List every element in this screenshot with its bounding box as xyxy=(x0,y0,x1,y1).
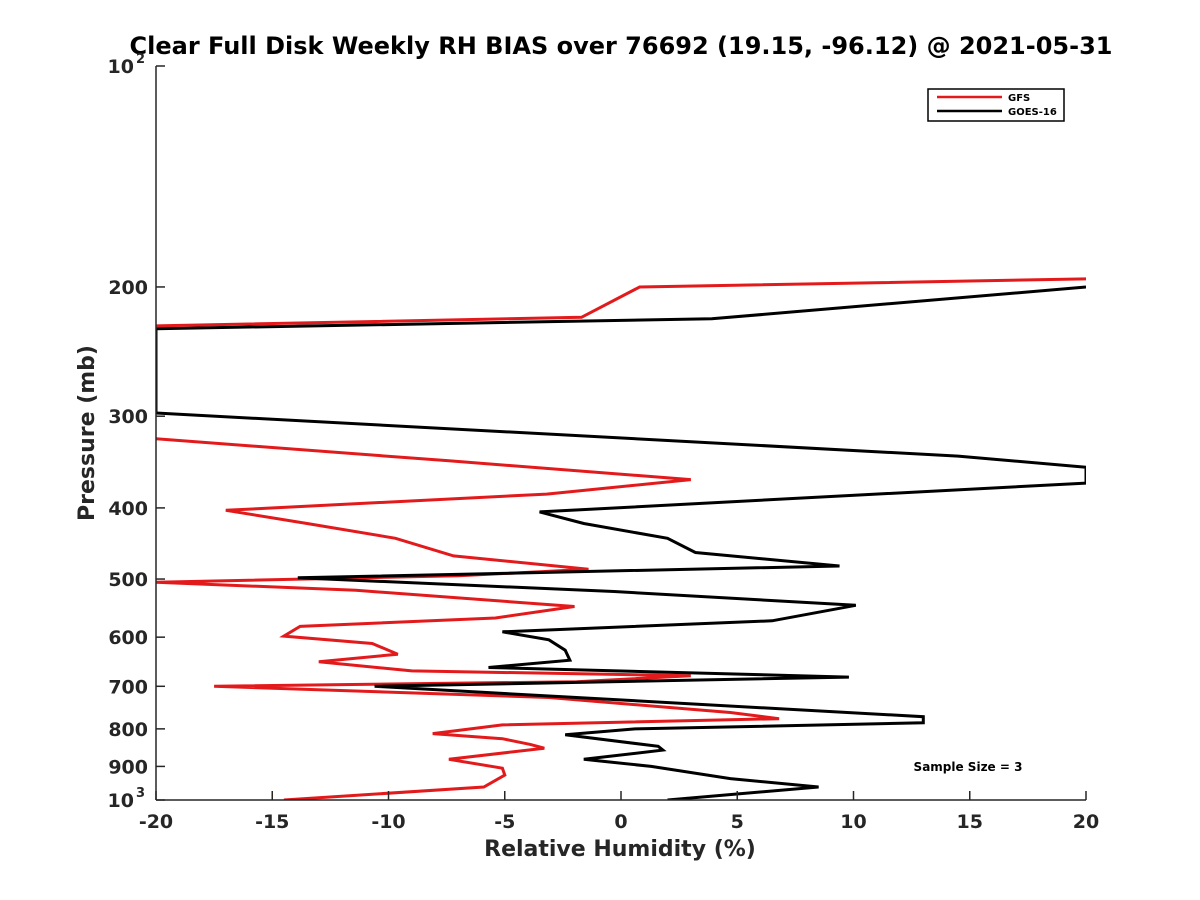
series-line-gfs xyxy=(156,437,780,800)
y-tick-label: 500 xyxy=(108,569,148,591)
y-axis-label: Pressure (mb) xyxy=(75,345,100,521)
y-tick-label: 900 xyxy=(108,756,148,778)
x-tick-label: 20 xyxy=(1073,811,1099,833)
y-tick-label: 200 xyxy=(108,277,148,299)
x-tick-label: 0 xyxy=(614,811,627,833)
x-axis-label: Relative Humidity (%) xyxy=(484,837,756,862)
y-tick-label-power: 10 2 xyxy=(108,52,146,78)
y-tick-base: 10 xyxy=(108,790,134,812)
x-tick-label: -15 xyxy=(255,811,289,833)
series-layer xyxy=(156,277,1086,800)
x-tick-label: -5 xyxy=(494,811,515,833)
y-tick-base: 10 xyxy=(108,56,134,78)
sample-size-annotation: Sample Size = 3 xyxy=(914,760,1023,774)
x-tick-label: 5 xyxy=(731,811,744,833)
y-tick-exponent: 2 xyxy=(136,52,145,67)
legend-box xyxy=(927,88,1065,122)
legend: GFS GOES-16 xyxy=(927,88,1065,122)
series-segment-goes16-0 xyxy=(156,277,1086,328)
x-tick-label: -20 xyxy=(139,811,173,833)
y-tick-label: 600 xyxy=(108,627,148,649)
y-tick-label: 700 xyxy=(108,676,148,698)
y-tick-exponent: 3 xyxy=(136,786,145,801)
legend-label-goes16: GOES-16 xyxy=(1008,107,1057,118)
y-tick-label-power: 10 3 xyxy=(108,786,146,812)
y-tick-label: 400 xyxy=(108,498,148,520)
series-line-goes16 xyxy=(156,285,1086,800)
y-tick-label: 800 xyxy=(108,719,148,741)
x-tick-label: 10 xyxy=(840,811,866,833)
legend-label-gfs: GFS xyxy=(1008,93,1030,104)
chart-title: Clear Full Disk Weekly RH BIAS over 7669… xyxy=(130,32,1113,60)
x-tick-label: -10 xyxy=(371,811,405,833)
y-tick-label: 300 xyxy=(108,406,148,428)
x-tick-label: 15 xyxy=(957,811,983,833)
